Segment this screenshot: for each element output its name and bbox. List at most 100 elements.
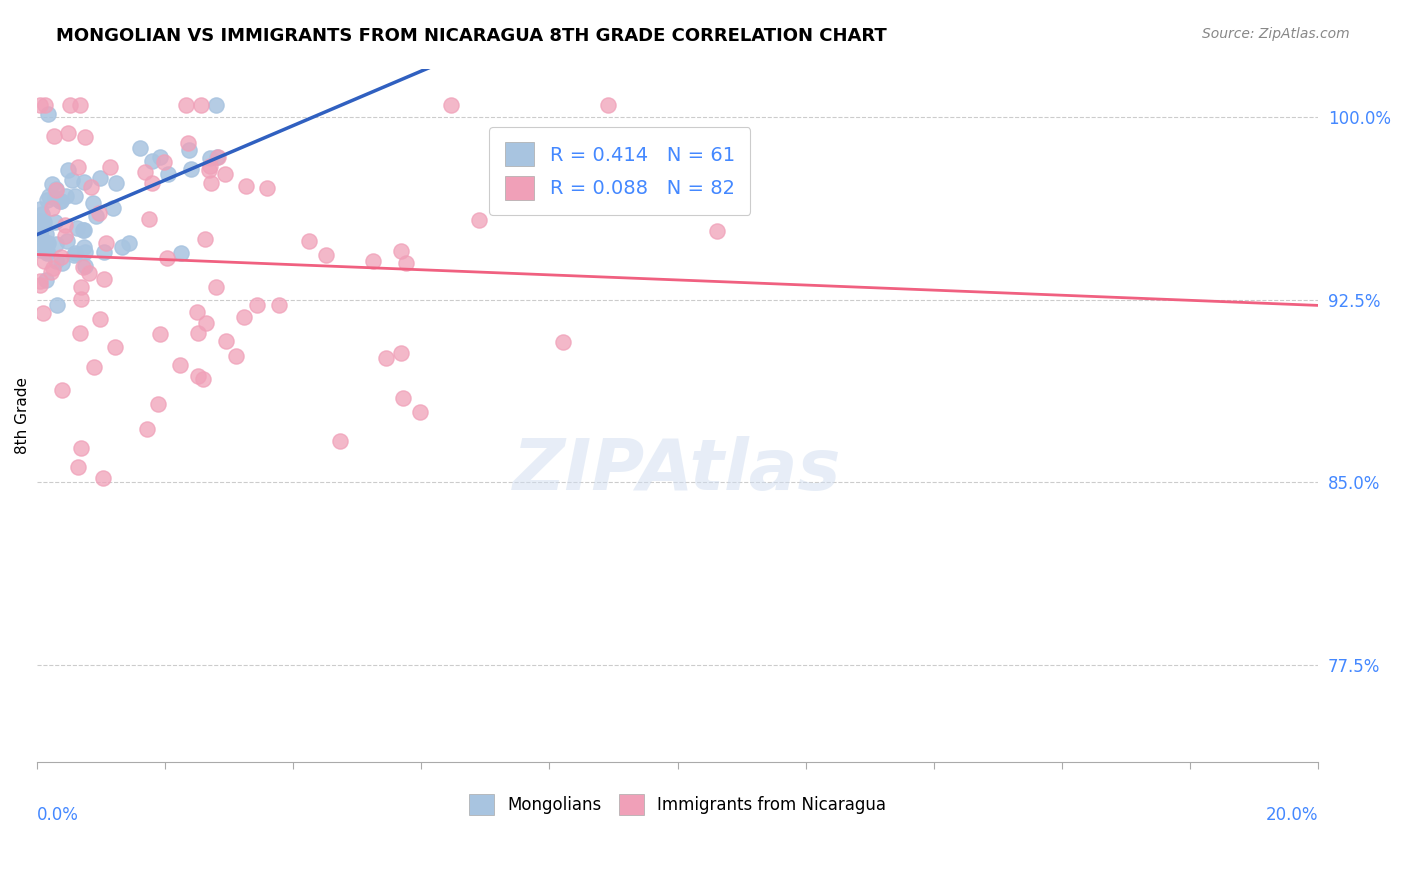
Point <box>93 272 115 286</box>
Point <box>440 98 463 112</box>
Point <box>141 153 163 168</box>
Point <box>180 162 202 177</box>
Point <box>73 176 96 190</box>
Point <box>30 277 52 292</box>
Point <box>37 244 59 258</box>
Point <box>44 182 66 196</box>
Point <box>30 213 52 227</box>
Point <box>235 179 257 194</box>
Point <box>30 98 52 112</box>
Point <box>63 189 86 203</box>
Point <box>45 236 67 251</box>
Point <box>72 260 94 275</box>
Point <box>30 226 52 240</box>
Text: Source: ZipAtlas.com: Source: ZipAtlas.com <box>1202 27 1350 41</box>
Point <box>134 164 156 178</box>
Point <box>41 178 63 192</box>
Legend: Mongolians, Immigrants from Nicaragua: Mongolians, Immigrants from Nicaragua <box>461 786 894 823</box>
Point <box>551 335 574 350</box>
Point <box>44 191 66 205</box>
Point <box>598 98 620 112</box>
Point <box>31 206 53 220</box>
Point <box>138 212 160 227</box>
Point <box>198 151 221 165</box>
Point <box>51 384 73 398</box>
Point <box>94 235 117 250</box>
Point <box>156 168 179 182</box>
Point <box>66 459 89 474</box>
Point <box>198 159 221 173</box>
Point <box>82 196 104 211</box>
Point <box>38 189 60 203</box>
Point <box>30 202 52 216</box>
Point <box>45 183 67 197</box>
Point <box>69 98 91 112</box>
Point <box>225 349 247 363</box>
Point <box>186 305 208 319</box>
Point <box>72 223 94 237</box>
Point <box>34 273 56 287</box>
Point <box>129 141 152 155</box>
Point <box>84 209 107 223</box>
Point <box>104 177 127 191</box>
Point <box>117 235 139 250</box>
Point <box>30 227 52 241</box>
Point <box>361 253 384 268</box>
Point <box>205 150 228 164</box>
Point <box>706 224 728 238</box>
Point <box>194 232 217 246</box>
Point <box>30 237 52 252</box>
Point <box>146 397 169 411</box>
Point <box>389 346 412 360</box>
Point <box>207 150 229 164</box>
Point <box>70 441 93 455</box>
Point <box>176 136 198 150</box>
Point <box>93 244 115 259</box>
Point <box>89 170 111 185</box>
Point <box>69 280 91 294</box>
Point <box>42 129 65 144</box>
Point <box>214 167 236 181</box>
Point <box>233 310 256 324</box>
Text: MONGOLIAN VS IMMIGRANTS FROM NICARAGUA 8TH GRADE CORRELATION CHART: MONGOLIAN VS IMMIGRANTS FROM NICARAGUA 8… <box>56 27 887 45</box>
Point <box>37 107 59 121</box>
Point <box>75 245 97 260</box>
Point <box>187 369 209 384</box>
Point <box>89 311 111 326</box>
Point <box>34 227 56 241</box>
Point <box>41 201 63 215</box>
Point <box>329 434 352 448</box>
Point <box>34 98 56 112</box>
Point <box>53 218 76 232</box>
Point <box>156 251 179 265</box>
Point <box>56 163 79 178</box>
Point <box>79 179 101 194</box>
Point <box>100 160 122 174</box>
Point <box>141 176 163 190</box>
Point <box>60 173 83 187</box>
Y-axis label: 8th Grade: 8th Grade <box>15 376 30 454</box>
Point <box>83 359 105 374</box>
Point <box>55 235 77 249</box>
Point <box>49 194 72 208</box>
Point <box>298 234 321 248</box>
Point <box>59 98 82 112</box>
Point <box>34 235 56 249</box>
Point <box>389 244 412 258</box>
Text: 20.0%: 20.0% <box>1265 805 1319 824</box>
Point <box>375 351 398 366</box>
Point <box>63 246 86 260</box>
Point <box>46 298 69 312</box>
Point <box>136 421 159 435</box>
Point <box>103 201 125 215</box>
Point <box>73 130 96 145</box>
Point <box>49 250 72 264</box>
Point <box>214 334 236 349</box>
Point <box>468 213 491 227</box>
Point <box>69 326 91 340</box>
Point <box>104 340 127 354</box>
Point <box>200 176 222 190</box>
Point <box>53 229 76 244</box>
Point <box>149 326 172 341</box>
Point <box>66 221 89 235</box>
